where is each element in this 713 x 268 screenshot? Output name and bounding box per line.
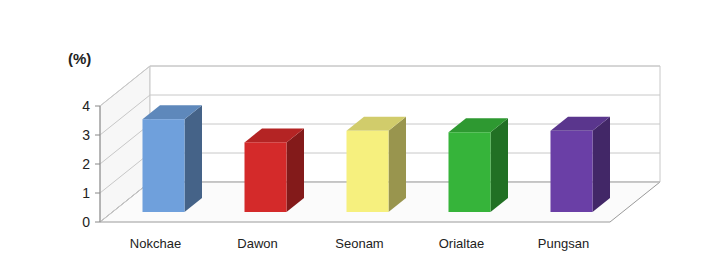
tick-mark	[95, 222, 100, 223]
tick-mark	[95, 106, 100, 107]
bar	[347, 131, 389, 212]
bars	[143, 105, 611, 212]
category-label: Dawon	[237, 236, 277, 251]
bar	[143, 119, 185, 212]
bar-top	[551, 117, 611, 131]
category-label: Orialtae	[439, 236, 485, 251]
tick-mark	[95, 193, 100, 194]
bar-side	[491, 118, 509, 212]
bar-top	[347, 117, 407, 131]
tick-mark	[95, 164, 100, 165]
grid-line	[100, 66, 660, 106]
tick-label: 2	[82, 156, 90, 172]
bar	[245, 142, 287, 212]
bar-side	[185, 105, 203, 212]
bar	[551, 131, 593, 212]
tick-mark	[95, 135, 100, 136]
y-axis-line	[100, 106, 101, 222]
category-label: Nokchae	[130, 236, 181, 251]
bar-side	[389, 117, 407, 212]
bar-top	[449, 118, 509, 132]
bar-top	[143, 105, 203, 119]
chart: 0 1 2 3 4 (%) Nokchae Dawon Seonam Orialtae Pungsa…	[0, 0, 713, 268]
y-axis-label: (%)	[68, 50, 91, 67]
category-label: Pungsan	[538, 236, 589, 251]
tick-label: 4	[82, 98, 90, 114]
bar-top	[245, 128, 305, 142]
tick-label: 0	[82, 214, 90, 230]
tick-label: 1	[82, 185, 90, 201]
tick-label: 3	[82, 127, 90, 143]
bar-side	[593, 117, 611, 212]
category-label: Seonam	[335, 236, 383, 251]
bar-side	[287, 128, 305, 212]
bar	[449, 132, 491, 212]
